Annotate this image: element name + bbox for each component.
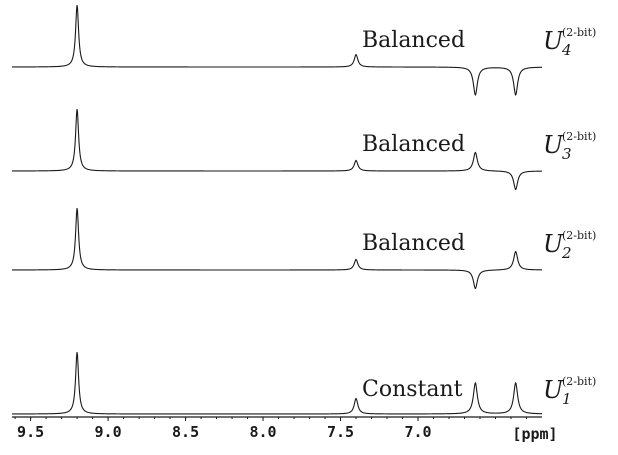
operator-label-2: U [543, 131, 564, 159]
operator-superscript-1: (2-bit) [562, 26, 596, 39]
operator-superscript-3: (2-bit) [562, 229, 596, 242]
operator-subscript-4: 1 [562, 390, 572, 408]
spectrum-trace-3 [12, 208, 543, 290]
operator-label-3: U [543, 230, 564, 258]
x-axis: 9.5 9.0 8.5 8.0 7.5 7.0 [ppm] [12, 416, 558, 443]
x-tick-label: 9.5 [17, 423, 44, 441]
spectrum-trace-4 [12, 352, 543, 415]
operator-subscript-2: 3 [562, 145, 572, 163]
operator-superscript-4: (2-bit) [562, 375, 596, 388]
trace-label-1: Balanced [362, 28, 465, 53]
operator-label-4: U [543, 376, 564, 404]
x-tick-label: 8.0 [250, 423, 277, 441]
operator-superscript-2: (2-bit) [562, 130, 596, 143]
x-axis-ticks: 9.5 9.0 8.5 8.0 7.5 7.0 [14, 417, 528, 441]
x-tick-label: 8.5 [172, 423, 199, 441]
trace-label-2: Balanced [362, 132, 465, 157]
spectrum-traces [12, 5, 543, 415]
spectrum-trace-1 [12, 5, 543, 96]
x-axis-unit-label: [ppm] [512, 425, 557, 443]
trace-label-4: Constant [362, 377, 463, 402]
spectrum-trace-2 [12, 109, 542, 191]
x-tick-label: 7.0 [404, 423, 431, 441]
x-tick-label: 9.0 [95, 423, 122, 441]
x-tick-label: 7.5 [327, 423, 354, 441]
trace-label-3: Balanced [362, 231, 465, 256]
operator-label-1: U [543, 27, 564, 55]
operator-subscript-1: 4 [561, 41, 572, 59]
operator-subscript-3: 2 [561, 244, 572, 262]
